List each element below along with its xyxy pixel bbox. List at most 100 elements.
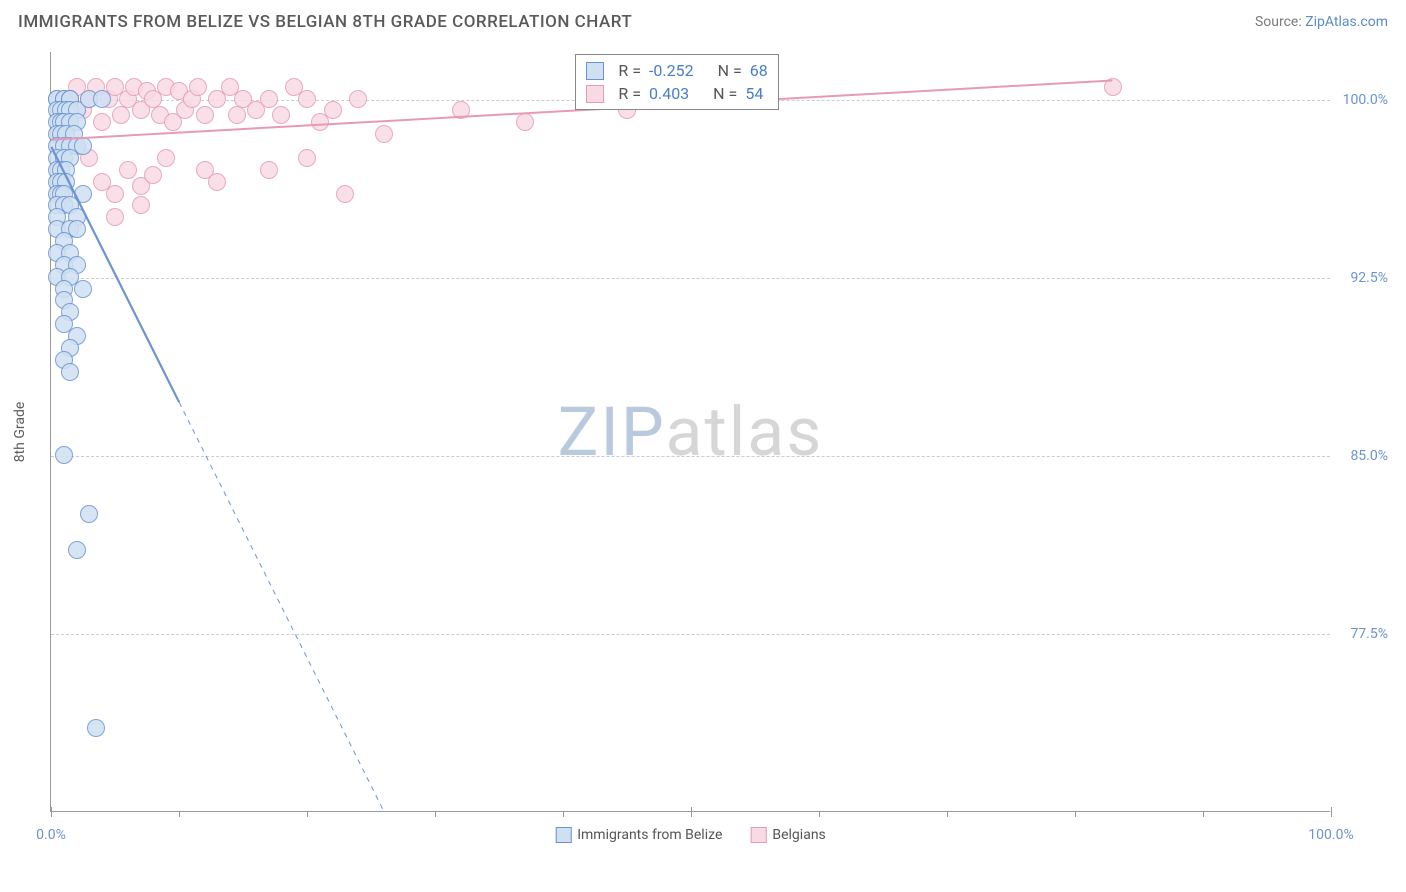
plot-area: ZIPatlas R =-0.252N =68R =0.403N =54 Imm… xyxy=(50,52,1330,812)
scatter-point xyxy=(68,113,86,131)
scatter-point xyxy=(57,173,75,191)
scatter-point xyxy=(48,113,66,131)
scatter-point xyxy=(48,268,66,286)
scatter-point xyxy=(68,137,86,155)
scatter-point xyxy=(55,196,73,214)
scatter-point xyxy=(87,719,105,737)
scatter-point xyxy=(452,101,470,119)
scatter-point xyxy=(68,78,86,96)
source-link[interactable]: ZipAtlas.com xyxy=(1305,14,1388,30)
scatter-point xyxy=(106,78,124,96)
chart-container: 8th Grade ZIPatlas R =-0.252N =68R =0.40… xyxy=(50,52,1380,812)
corr-legend-swatch xyxy=(586,62,604,80)
scatter-point xyxy=(48,173,66,191)
scatter-point xyxy=(74,137,92,155)
scatter-point xyxy=(144,90,162,108)
scatter-point xyxy=(298,90,316,108)
scatter-point xyxy=(55,113,73,131)
scatter-point xyxy=(1104,78,1122,96)
scatter-point xyxy=(221,78,239,96)
scatter-point xyxy=(68,256,86,274)
corr-legend-swatch xyxy=(586,85,604,103)
scatter-point xyxy=(208,90,226,108)
scatter-point xyxy=(52,161,70,179)
y-tick-label: 77.5% xyxy=(1350,626,1388,642)
scatter-point xyxy=(112,106,130,124)
watermark-atlas: atlas xyxy=(665,392,823,472)
scatter-point xyxy=(55,90,73,108)
corr-r-label: R = xyxy=(618,84,641,103)
scatter-point xyxy=(57,161,75,179)
scatter-point xyxy=(61,149,79,167)
correlation-legend: R =-0.252N =68R =0.403N =54 xyxy=(575,54,778,110)
gridline-h xyxy=(51,456,1330,457)
scatter-point xyxy=(80,90,98,108)
y-tick-label: 85.0% xyxy=(1350,448,1388,464)
scatter-point xyxy=(196,161,214,179)
scatter-point xyxy=(55,351,73,369)
scatter-point xyxy=(176,101,194,119)
scatter-point xyxy=(48,161,66,179)
scatter-point xyxy=(48,149,66,167)
scatter-point xyxy=(285,78,303,96)
scatter-point xyxy=(48,208,66,226)
scatter-point xyxy=(52,185,70,203)
scatter-point xyxy=(132,196,150,214)
x-tick-mark xyxy=(819,811,820,817)
scatter-point xyxy=(74,101,92,119)
scatter-point xyxy=(57,125,75,143)
scatter-point xyxy=(132,177,150,195)
chart-title: IMMIGRANTS FROM BELIZE VS BELGIAN 8TH GR… xyxy=(18,12,632,32)
scatter-point xyxy=(55,90,73,108)
y-tick-label: 100.0% xyxy=(1343,92,1388,108)
scatter-point xyxy=(61,363,79,381)
legend-swatch-belgians xyxy=(750,827,766,843)
scatter-point xyxy=(52,113,70,131)
scatter-point xyxy=(93,173,111,191)
scatter-point xyxy=(61,90,79,108)
scatter-point xyxy=(336,185,354,203)
scatter-point xyxy=(61,244,79,262)
scatter-point xyxy=(234,90,252,108)
scatter-point xyxy=(61,196,79,214)
scatter-point xyxy=(298,149,316,167)
scatter-point xyxy=(324,101,342,119)
corr-r-value: -0.252 xyxy=(649,61,694,80)
corr-n-value: 54 xyxy=(745,84,763,103)
scatter-point xyxy=(311,113,329,131)
scatter-point xyxy=(61,339,79,357)
gridline-h xyxy=(51,278,1330,279)
scatter-point xyxy=(48,220,66,238)
legend-label-belgians: Belgians xyxy=(772,827,825,843)
scatter-point xyxy=(48,90,66,108)
x-tick-mark xyxy=(179,811,180,817)
x-tick-label: 0.0% xyxy=(36,827,66,843)
x-tick-mark xyxy=(307,811,308,817)
scatter-point xyxy=(516,113,534,131)
scatter-point xyxy=(61,268,79,286)
series-legend: Immigrants from Belize Belgians xyxy=(555,827,826,843)
scatter-point xyxy=(208,173,226,191)
x-tick-mark xyxy=(563,811,564,817)
scatter-point xyxy=(61,90,79,108)
scatter-point xyxy=(138,82,156,100)
scatter-point xyxy=(196,106,214,124)
corr-r-value: 0.403 xyxy=(649,84,689,103)
scatter-point xyxy=(48,185,66,203)
scatter-point xyxy=(55,185,73,203)
x-tick-mark xyxy=(51,807,52,817)
corr-n-label: N = xyxy=(713,84,737,103)
scatter-point xyxy=(55,113,73,131)
scatter-point xyxy=(48,244,66,262)
scatter-point xyxy=(61,137,79,155)
corr-r-label: R = xyxy=(618,61,641,80)
corr-legend-row: R = 0.403 N = 54 xyxy=(586,82,767,105)
scatter-point xyxy=(164,113,182,131)
scatter-point xyxy=(68,541,86,559)
scatter-point xyxy=(119,90,137,108)
scatter-point xyxy=(55,232,73,250)
scatter-point xyxy=(100,90,118,108)
scatter-point xyxy=(74,280,92,298)
legend-item-belize: Immigrants from Belize xyxy=(555,827,722,843)
y-axis-label: 8th Grade xyxy=(12,402,28,463)
